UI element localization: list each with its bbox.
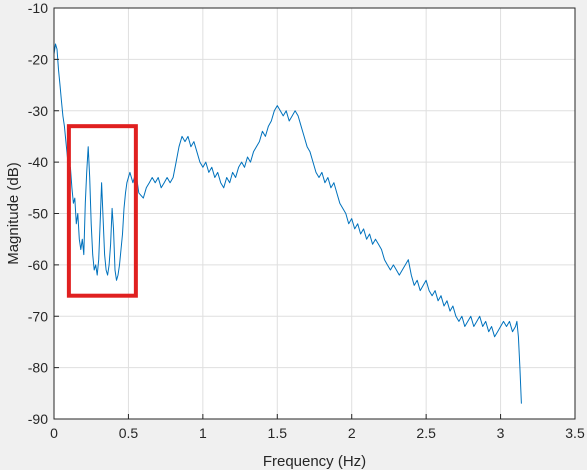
annotation-layer [66, 124, 138, 298]
x-tick-label: 2 [348, 425, 356, 441]
y-tick-label: -70 [28, 308, 48, 324]
series-layer [53, 43, 522, 404]
x-axis-label: Frequency (Hz) [263, 453, 366, 470]
y-axis-label: Magnitude (dB) [5, 162, 22, 265]
series-line-0 [53, 43, 522, 404]
y-tick-label: -40 [28, 154, 48, 170]
y-tick-label: -90 [28, 411, 48, 427]
x-tick-label: 3.5 [565, 425, 585, 441]
y-tick-label: -30 [28, 103, 48, 119]
y-tick-label: -10 [28, 0, 48, 16]
x-tick-label: 1 [199, 425, 207, 441]
y-tick-label: -20 [28, 51, 48, 67]
x-tick-label: 3 [497, 425, 505, 441]
y-axis-ticks: -90 -80 -70 -60 -50 -40 -30 -20 -10 [28, 0, 59, 427]
y-tick-label: -80 [28, 360, 48, 376]
y-tick-label: -50 [28, 206, 48, 222]
x-axis-ticks: 0 0.5 1 1.5 2 2.5 3 3.5 [50, 414, 585, 441]
x-tick-label: 2.5 [416, 425, 436, 441]
x-tick-label: 0 [50, 425, 58, 441]
highlight-rectangle-0 [66, 124, 138, 298]
x-tick-label: 0.5 [119, 425, 139, 441]
y-tick-label: -60 [28, 257, 48, 273]
x-tick-label: 1.5 [268, 425, 288, 441]
